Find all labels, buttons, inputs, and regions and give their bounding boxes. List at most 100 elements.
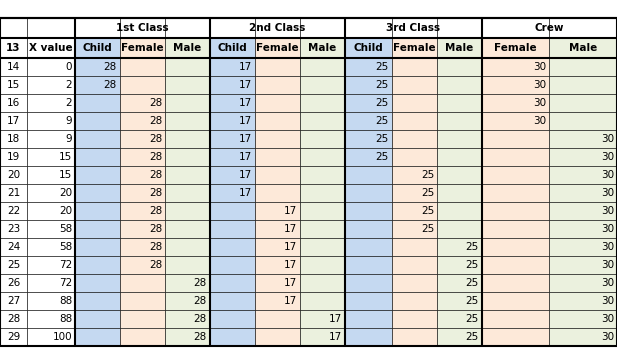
Text: Child: Child xyxy=(218,43,247,53)
Bar xyxy=(392,310,437,328)
Bar xyxy=(165,148,210,166)
Text: 28: 28 xyxy=(7,314,20,324)
Text: Male: Male xyxy=(445,43,474,53)
Bar xyxy=(0,112,27,130)
Text: 25: 25 xyxy=(421,188,434,198)
Text: 17: 17 xyxy=(329,332,342,342)
Text: 28: 28 xyxy=(194,314,207,324)
Bar xyxy=(392,256,437,274)
Text: 27: 27 xyxy=(7,296,20,306)
Bar xyxy=(482,18,549,38)
Bar xyxy=(437,148,482,166)
Bar xyxy=(120,130,165,148)
Text: 28: 28 xyxy=(104,80,117,90)
Bar xyxy=(120,58,165,76)
Text: Crew: Crew xyxy=(535,23,565,33)
Text: 28: 28 xyxy=(149,116,162,126)
Bar xyxy=(300,328,345,346)
Text: 88: 88 xyxy=(59,314,72,324)
Text: 17: 17 xyxy=(239,98,252,108)
Text: 30: 30 xyxy=(533,80,546,90)
Text: Female: Female xyxy=(121,43,164,53)
Bar xyxy=(27,310,75,328)
Bar xyxy=(27,94,75,112)
Bar xyxy=(165,38,210,58)
Bar xyxy=(300,274,345,292)
Text: 28: 28 xyxy=(149,242,162,252)
Text: 30: 30 xyxy=(601,152,614,162)
Bar xyxy=(75,94,120,112)
Text: 28: 28 xyxy=(149,170,162,180)
Text: 25: 25 xyxy=(466,296,479,306)
Text: 25: 25 xyxy=(7,260,20,270)
Bar xyxy=(75,220,120,238)
Bar xyxy=(0,58,27,76)
Text: 25: 25 xyxy=(421,224,434,234)
Bar xyxy=(255,274,300,292)
Text: 17: 17 xyxy=(7,116,20,126)
Bar xyxy=(210,76,255,94)
Bar xyxy=(75,148,120,166)
Bar xyxy=(345,310,392,328)
Text: Female: Female xyxy=(494,43,537,53)
Bar xyxy=(482,220,549,238)
Text: 30: 30 xyxy=(601,206,614,216)
Bar xyxy=(75,202,120,220)
Bar xyxy=(75,238,120,256)
Bar xyxy=(392,328,437,346)
Bar xyxy=(120,274,165,292)
Bar xyxy=(437,112,482,130)
Bar xyxy=(27,220,75,238)
Bar xyxy=(255,58,300,76)
Text: 17: 17 xyxy=(239,170,252,180)
Bar xyxy=(392,202,437,220)
Text: 14: 14 xyxy=(7,62,20,72)
Bar xyxy=(482,58,549,76)
Text: 72: 72 xyxy=(59,260,72,270)
Bar xyxy=(0,148,27,166)
Bar xyxy=(300,166,345,184)
Text: 17: 17 xyxy=(284,278,297,288)
Bar xyxy=(437,220,482,238)
Bar xyxy=(300,38,345,58)
Bar xyxy=(482,274,549,292)
Bar xyxy=(75,166,120,184)
Bar xyxy=(0,328,27,346)
Text: 88: 88 xyxy=(59,296,72,306)
Bar xyxy=(165,112,210,130)
Text: 28: 28 xyxy=(149,224,162,234)
Bar xyxy=(120,184,165,202)
Bar xyxy=(549,94,617,112)
Bar xyxy=(437,76,482,94)
Text: X value: X value xyxy=(29,43,73,53)
Bar xyxy=(0,202,27,220)
Bar xyxy=(27,76,75,94)
Bar xyxy=(345,328,392,346)
Bar xyxy=(392,112,437,130)
Bar xyxy=(482,292,549,310)
Text: 17: 17 xyxy=(239,152,252,162)
Text: 17: 17 xyxy=(284,260,297,270)
Bar xyxy=(392,274,437,292)
Bar xyxy=(549,184,617,202)
Bar xyxy=(392,148,437,166)
Bar xyxy=(392,76,437,94)
Text: 24: 24 xyxy=(7,242,20,252)
Bar xyxy=(0,220,27,238)
Bar xyxy=(437,202,482,220)
Bar xyxy=(300,94,345,112)
Text: 25: 25 xyxy=(376,98,389,108)
Bar xyxy=(165,58,210,76)
Bar xyxy=(75,18,120,38)
Bar xyxy=(345,76,392,94)
Text: 25: 25 xyxy=(466,332,479,342)
Bar xyxy=(120,220,165,238)
Bar xyxy=(549,112,617,130)
Bar xyxy=(0,130,27,148)
Text: 25: 25 xyxy=(466,278,479,288)
Bar xyxy=(255,18,300,38)
Bar xyxy=(210,310,255,328)
Bar xyxy=(549,166,617,184)
Bar xyxy=(210,292,255,310)
Text: 30: 30 xyxy=(601,278,614,288)
